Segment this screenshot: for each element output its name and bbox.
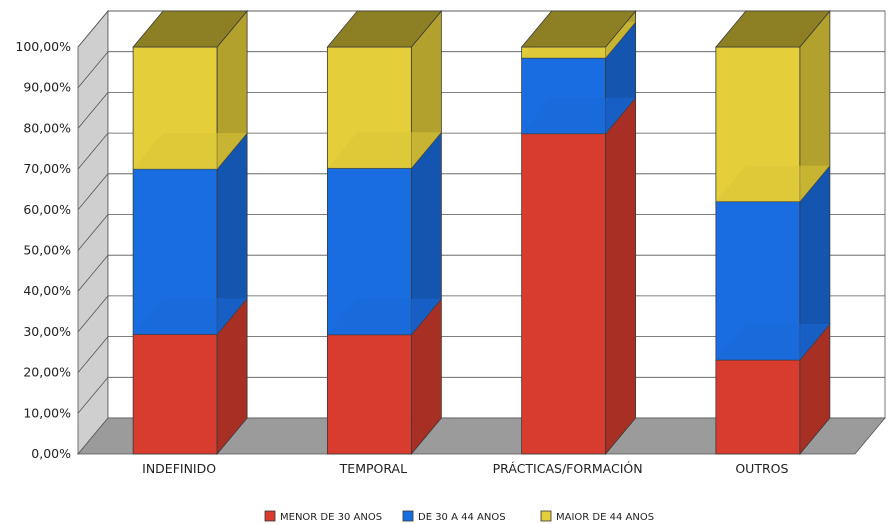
gridline-side <box>77 10 109 48</box>
legend-item: MENOR DE 30 ANOS <box>264 510 382 523</box>
bar-boundary <box>521 97 636 134</box>
bar-stack <box>520 9 637 456</box>
legend-swatch <box>264 510 276 522</box>
bar-front <box>132 333 218 455</box>
y-tick-label: 100,00% <box>15 39 71 54</box>
bar-segment <box>521 20 637 135</box>
legend-label: DE 30 A 44 ANOS <box>418 512 506 523</box>
legend-swatch <box>402 510 414 522</box>
y-tick-label: 20,00% <box>23 365 71 380</box>
bar-segment <box>132 297 248 456</box>
bar-stack <box>326 9 443 456</box>
legend-item: DE 30 A 44 ANOS <box>402 510 506 523</box>
bar-segment <box>715 322 831 456</box>
bar-side <box>605 96 637 456</box>
bar-boundary <box>327 132 442 169</box>
bar-boundary <box>133 298 248 335</box>
legend-label: MAIOR DE 44 ANOS <box>556 512 654 523</box>
bar-top <box>132 10 248 48</box>
bar-segment <box>521 96 637 456</box>
gridline-side <box>77 254 109 292</box>
legend-item: MAIOR DE 44 ANOS <box>540 510 654 523</box>
gridline-side <box>77 92 109 129</box>
gridline-side <box>77 336 109 373</box>
bar-boundary <box>715 165 830 202</box>
y-tick-label: 60,00% <box>23 202 71 217</box>
gridline-side <box>77 173 109 211</box>
bar-segment <box>520 9 637 60</box>
bar-segment <box>326 297 442 456</box>
y-tick-label: 10,00% <box>23 405 71 420</box>
y-tick-label: 50,00% <box>23 243 71 258</box>
bar-front <box>521 133 607 455</box>
legend-swatch <box>540 510 552 522</box>
bar-top <box>326 10 443 48</box>
y-tick-label: 0,00% <box>31 446 71 461</box>
bar-segment <box>715 9 831 203</box>
y-tick-label: 70,00% <box>23 161 71 176</box>
x-axis-category-labels: INDEFINIDO TEMPORAL PRÁCTICAS/FORMACIÓN OUT… <box>142 461 788 476</box>
category-label: INDEFINIDO <box>142 461 216 476</box>
category-label: PRÁCTICAS/FORMACIÓN <box>493 461 643 476</box>
bar-stack <box>132 9 248 456</box>
bar-stack <box>715 9 831 456</box>
bar-segment <box>132 9 248 171</box>
bar-segment <box>715 164 831 362</box>
bar-boundary <box>715 323 830 360</box>
y-tick-label: 30,00% <box>23 324 71 339</box>
category-label: TEMPORAL <box>339 461 407 476</box>
gridline-side <box>77 214 109 251</box>
gridline-side <box>77 132 109 170</box>
bar-segment <box>326 131 442 336</box>
y-tick-label: 90,00% <box>23 80 71 95</box>
bar-front <box>715 359 801 455</box>
bar-segment <box>132 131 248 336</box>
category-label: OUTROS <box>735 461 788 476</box>
bar-top <box>520 10 637 48</box>
y-tick-label: 80,00% <box>23 120 71 135</box>
y-tick-label: 40,00% <box>23 283 71 298</box>
bar-boundary <box>133 133 248 170</box>
bar-boundary <box>327 298 442 335</box>
gridline-side <box>77 295 109 333</box>
gridline-side <box>77 377 109 414</box>
legend: MENOR DE 30 ANOS DE 30 A 44 ANOS MAIOR DE … <box>264 510 654 523</box>
legend-label: MENOR DE 30 ANOS <box>280 512 382 523</box>
bar-segment <box>326 9 443 170</box>
bar-front <box>326 334 412 455</box>
bar-top <box>715 10 831 48</box>
bars <box>132 9 831 456</box>
gridline-side <box>77 51 109 88</box>
y-axis-tick-labels: 0,00% 10,00% 20,00% 30,00% 40,00% 50,00% 60,00… <box>15 39 71 461</box>
